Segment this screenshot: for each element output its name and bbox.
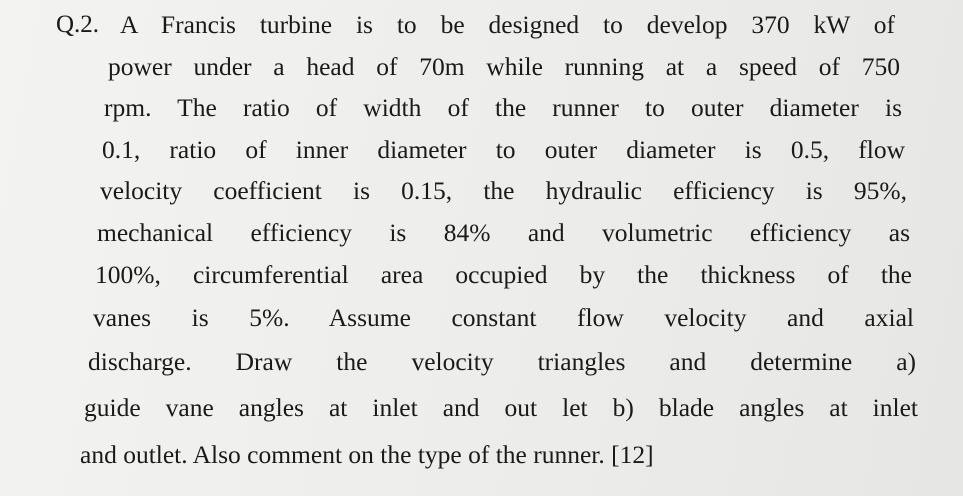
question-number: Q.2. xyxy=(56,11,100,38)
text-line: mechanical efficiency is 84% and volumet… xyxy=(97,218,910,247)
text-line: rpm. The ratio of width of the runner to… xyxy=(104,93,902,122)
text-line: velocity coefficient is 0.15, the hydrau… xyxy=(100,176,907,205)
text-line: power under a head of 70m while running … xyxy=(108,52,900,81)
text-line: vanes is 5%. Assume constant flow veloci… xyxy=(93,303,914,332)
text-line: discharge. Draw the velocity triangles a… xyxy=(88,347,916,376)
text-line: 100%, circumferential area occupied by t… xyxy=(95,260,912,289)
text-line: and outlet. Also comment on the type of … xyxy=(80,440,654,469)
text-line: 0.1, ratio of inner diameter to outer di… xyxy=(102,135,905,164)
text-line: guide vane angles at inlet and out let b… xyxy=(84,393,918,422)
text-line: A Francis turbine is to be designed to d… xyxy=(120,10,895,39)
